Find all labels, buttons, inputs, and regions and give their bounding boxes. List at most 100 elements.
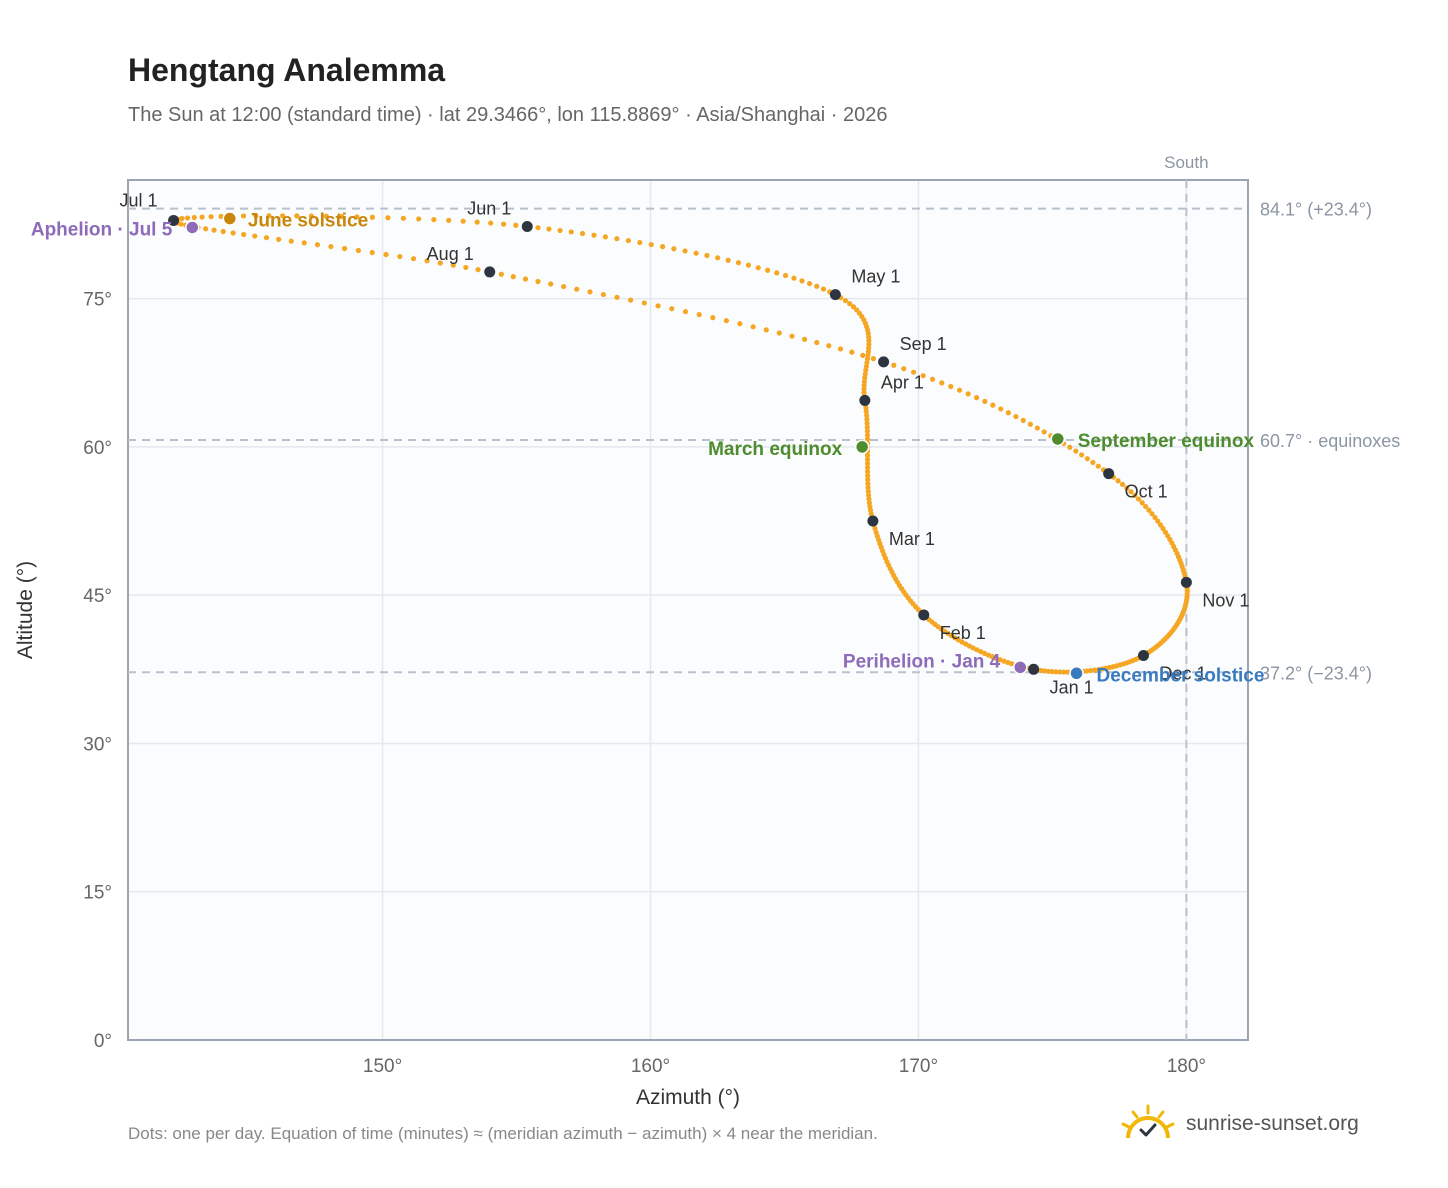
month-marker-label: Jun 1 (467, 198, 511, 218)
daily-sun-dot (498, 271, 504, 277)
daily-sun-dot (400, 215, 406, 221)
daily-sun-dot (1146, 507, 1152, 513)
daily-sun-dot (791, 275, 797, 281)
daily-sun-dot (522, 276, 529, 282)
daily-sun-dot (865, 473, 871, 479)
daily-sun-dot (600, 291, 607, 298)
daily-sun-dot (820, 286, 827, 292)
event-label: March equinox (708, 439, 843, 460)
event-marker (185, 220, 200, 235)
y-tick-label: 15° (83, 883, 112, 904)
daily-sun-dot (500, 221, 507, 227)
daily-sun-dot (750, 324, 756, 330)
y-tick-label: 75° (83, 290, 112, 311)
daily-sun-dot (870, 356, 877, 362)
daily-sun-dot (385, 215, 391, 221)
event-marker (1012, 660, 1028, 675)
daily-sun-dot (948, 383, 954, 390)
x-tick-label: 180° (1167, 1056, 1206, 1077)
daily-sun-dot (782, 272, 789, 279)
event-label: December solstice (1097, 665, 1265, 686)
month-marker-label: Dec 1 (1160, 663, 1207, 683)
daily-sun-dot (864, 420, 870, 426)
daily-sun-dot (591, 232, 597, 238)
daily-sun-dot (355, 247, 361, 254)
plot-layer: 150° 160° 170° 180° 0° 15° 30° 45° 60° 75° South 84… (14, 153, 1400, 1109)
daily-sun-dot (446, 217, 452, 223)
daily-sun-dot (614, 236, 620, 242)
daily-sun-dot (1067, 444, 1073, 450)
reference-line-label: 60.7° · equinoxes (1260, 431, 1400, 451)
daily-sun-dot (450, 262, 456, 268)
daily-sun-dot (864, 424, 870, 430)
daily-sun-dot (776, 330, 782, 336)
daily-sun-dot (864, 468, 871, 475)
daily-sun-dot (865, 477, 871, 483)
daily-sun-dot (1135, 496, 1142, 502)
daily-sun-dot (862, 375, 868, 381)
daily-sun-dot (1005, 410, 1011, 416)
daily-sun-dot (837, 346, 844, 352)
daily-sun-dot (849, 349, 855, 355)
plot-frame (127, 179, 1249, 1041)
month-marker (859, 394, 871, 406)
daily-sun-dot (1119, 481, 1126, 487)
daily-sun-dot (602, 234, 608, 240)
daily-sun-dot (801, 336, 808, 342)
daily-sun-dot (965, 391, 971, 397)
reference-line-label: 37.2° (−23.4°) (1260, 663, 1372, 683)
event-label: June solstice (248, 211, 368, 232)
month-marker-label: Oct 1 (1125, 482, 1168, 502)
daily-sun-dot (765, 267, 771, 273)
daily-sun-dot (1034, 425, 1040, 431)
daily-sun-dot (513, 222, 519, 228)
daily-sun-dot (179, 215, 185, 222)
event-label: Perihelion · Jan 4 (843, 651, 1001, 672)
daily-sun-dot (956, 387, 963, 393)
daily-sun-dot (548, 281, 554, 287)
daily-sun-dot (587, 289, 593, 295)
daily-sun-dot (369, 214, 375, 220)
daily-sun-dot (1027, 421, 1033, 427)
y-tick-label: 45° (83, 586, 112, 607)
brand[interactable]: sunrise-sunset.org (1120, 1104, 1359, 1144)
event-marker (854, 439, 870, 455)
daily-sun-dot (998, 406, 1004, 412)
reference-line-label: 84.1° (+23.4°) (1260, 200, 1372, 220)
daily-sun-dot (294, 213, 300, 219)
brand-text: sunrise-sunset.org (1186, 1112, 1359, 1135)
footnote: Dots: one per day. Equation of time (min… (128, 1124, 878, 1143)
daily-sun-dot (755, 265, 761, 271)
daily-sun-dot (203, 226, 209, 232)
daily-sun-dot (1132, 492, 1138, 498)
daily-sun-dot (510, 274, 516, 280)
daily-sun-dot (814, 339, 820, 346)
daily-sun-dot (323, 213, 329, 219)
daily-sun-dot (866, 500, 872, 506)
meridian-label: South (1164, 153, 1208, 172)
y-tick-label: 0° (94, 1031, 112, 1052)
daily-sun-dot (737, 321, 743, 327)
chart-subtitle: The Sun at 12:00 (standard time) · lat 2… (128, 104, 888, 126)
daily-sun-dot (546, 226, 552, 232)
daily-sun-dot (864, 452, 871, 458)
daily-sun-dot (424, 258, 430, 264)
daily-sun-dot (1143, 503, 1149, 510)
month-marker-label: Feb 1 (940, 623, 986, 643)
month-marker (829, 289, 841, 301)
daily-sun-dot (990, 402, 996, 408)
daily-sun-dot (431, 217, 437, 223)
daily-sun-dot (715, 255, 721, 261)
daily-sun-dot (628, 297, 634, 303)
daily-sun-dot (328, 243, 334, 250)
daily-sun-dot (814, 283, 820, 289)
daily-sun-dot (1057, 669, 1063, 675)
daily-sun-dot (1084, 456, 1090, 462)
daily-sun-dot (863, 409, 869, 415)
daily-sun-dot (410, 256, 417, 262)
daily-sun-dot (1061, 669, 1067, 675)
daily-sun-dot (1053, 669, 1059, 675)
daily-sun-dot (911, 369, 917, 375)
daily-sun-dot (774, 270, 780, 276)
daily-sun-dot (341, 245, 348, 252)
